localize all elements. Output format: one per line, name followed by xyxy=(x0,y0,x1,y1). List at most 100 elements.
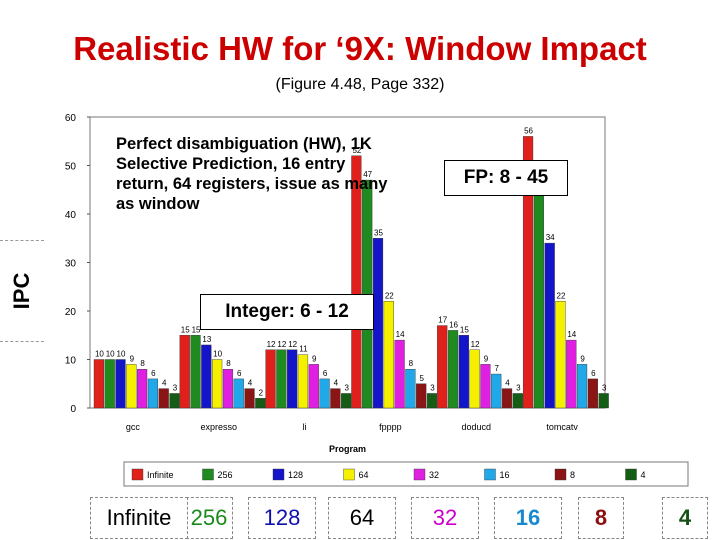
bar xyxy=(501,388,513,409)
bar xyxy=(233,378,244,409)
bar xyxy=(383,301,394,409)
bar xyxy=(330,388,341,409)
bar xyxy=(126,364,137,409)
y-tick-label: 30 xyxy=(65,259,77,270)
ipc-label-box: IPC xyxy=(0,240,44,342)
legend-entry: 4 xyxy=(641,470,646,480)
bar-value-label: 11 xyxy=(299,345,308,354)
legend-entry: 256 xyxy=(218,470,233,480)
legend-swatch xyxy=(131,468,144,481)
bar-value-label: 10 xyxy=(117,350,126,359)
legend-key-infinite: Infinite xyxy=(90,497,188,539)
bar-value-label: 52 xyxy=(352,146,361,155)
bar xyxy=(297,354,309,409)
legend-key-64: 64 xyxy=(328,497,396,539)
bar xyxy=(201,344,212,409)
bar xyxy=(265,349,276,409)
legend-swatch xyxy=(343,468,355,481)
bar xyxy=(544,242,555,409)
bar-value-label: 3 xyxy=(516,383,521,392)
y-tick-label: 60 xyxy=(65,113,77,124)
y-tick-label: 40 xyxy=(65,210,77,221)
bar-value-label: 15 xyxy=(181,325,190,334)
bar-value-label: 4 xyxy=(505,379,510,388)
bar xyxy=(598,393,609,409)
bar xyxy=(533,189,544,409)
bar xyxy=(587,378,598,409)
fp-range-box: FP: 8 - 45 xyxy=(444,160,568,196)
bar-value-label: 13 xyxy=(202,335,211,344)
bar xyxy=(104,359,115,409)
bar-value-label: 2 xyxy=(259,388,264,397)
bar-value-label: 6 xyxy=(591,369,596,378)
legend-swatch xyxy=(413,468,426,481)
y-tick-label: 50 xyxy=(65,162,77,173)
slide-title: Realistic HW for ‘9X: Window Impact xyxy=(73,30,647,67)
bar xyxy=(512,393,523,409)
legend: Infinite 256 128 64 32 16 8 4 xyxy=(123,461,689,487)
bar xyxy=(576,364,588,409)
legend-swatch xyxy=(272,468,285,481)
bar-value-label: 22 xyxy=(385,291,394,300)
bar xyxy=(212,359,223,409)
legend-swatch xyxy=(202,468,214,481)
bar xyxy=(276,349,287,409)
legend-entry: 128 xyxy=(288,470,303,480)
bar-value-label: 12 xyxy=(277,340,286,349)
bar xyxy=(469,349,480,409)
y-axis: 0 10 20 30 40 50 60 xyxy=(65,113,90,415)
integer-range-box: Integer: 6 - 12 xyxy=(200,294,374,330)
bar xyxy=(190,335,201,409)
bar-value-label: 22 xyxy=(557,291,566,300)
bar xyxy=(491,373,502,409)
bar xyxy=(341,393,352,409)
bar xyxy=(426,393,438,409)
bar xyxy=(394,339,405,409)
legend-entry: 8 xyxy=(570,470,575,480)
bar-value-label: 8 xyxy=(409,359,414,368)
legend-key-8: 8 xyxy=(578,497,624,539)
bar xyxy=(405,369,416,409)
bar xyxy=(555,301,566,409)
ipc-label: IPC xyxy=(9,272,34,310)
bar-value-label: 16 xyxy=(449,320,458,329)
bar-value-label: 10 xyxy=(106,350,115,359)
y-tick-label: 0 xyxy=(70,404,76,415)
bar-value-label: 9 xyxy=(130,354,135,363)
bar-value-label: 9 xyxy=(312,354,317,363)
bar-value-label: 35 xyxy=(374,228,383,237)
bar-value-label: 3 xyxy=(344,383,349,392)
bar xyxy=(222,369,234,409)
bar-value-label: 4 xyxy=(248,379,253,388)
legend-swatch xyxy=(484,468,496,481)
bar-value-label: 9 xyxy=(484,354,489,363)
bar xyxy=(136,369,148,409)
x-axis: gcc expresso li fpppp doducd tomcatv Program xyxy=(126,422,578,454)
bar xyxy=(287,349,298,409)
bar-value-label: 17 xyxy=(438,316,447,325)
legend-swatch xyxy=(625,468,637,481)
bar-value-label: 4 xyxy=(162,379,167,388)
legend-key-4: 4 xyxy=(662,497,708,539)
bar xyxy=(147,378,159,409)
bar-value-label: 15 xyxy=(192,325,201,334)
x-tick-label: doducd xyxy=(461,422,491,432)
x-tick-label: li xyxy=(303,422,307,432)
legend-entry: 32 xyxy=(429,470,439,480)
y-tick-label: 10 xyxy=(65,356,77,367)
x-tick-label: tomcatv xyxy=(546,422,578,432)
x-tick-label: fpppp xyxy=(379,422,402,432)
bar-value-label: 9 xyxy=(580,354,585,363)
bar-value-label: 3 xyxy=(173,383,178,392)
bar xyxy=(115,359,126,409)
bar-value-label: 12 xyxy=(267,340,276,349)
bar xyxy=(480,364,491,409)
x-tick-label: gcc xyxy=(126,422,141,432)
bar-value-label: 8 xyxy=(140,359,145,368)
bar xyxy=(179,335,190,409)
legend-entry: Infinite xyxy=(147,470,174,480)
config-note: Perfect disambiguation (HW), 1K Selectiv… xyxy=(116,135,388,213)
bar-value-label: 15 xyxy=(460,325,469,334)
bar-value-label: 34 xyxy=(546,233,555,242)
